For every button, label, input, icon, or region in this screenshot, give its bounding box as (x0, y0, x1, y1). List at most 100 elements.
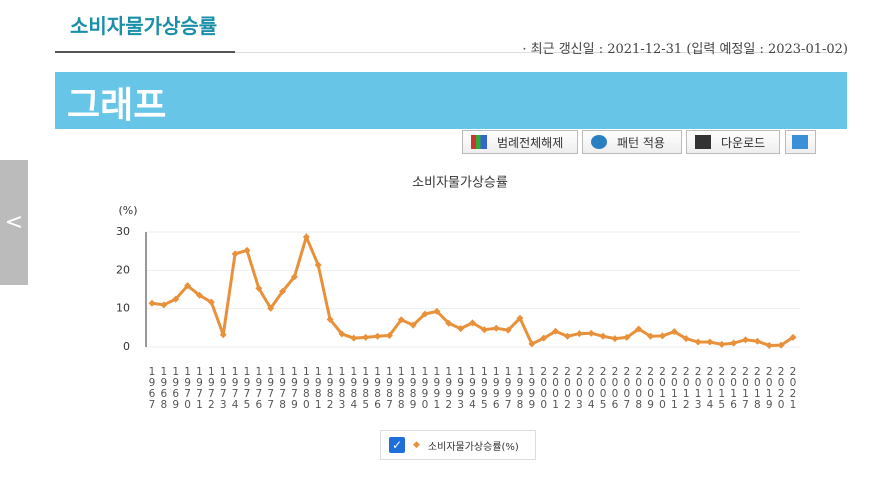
button-label: 범례전체해제 (497, 135, 564, 150)
x-tick-label: 2019 (763, 366, 775, 410)
data-point (611, 335, 619, 343)
x-tick-label: 2014 (704, 366, 716, 410)
data-point (184, 282, 192, 290)
x-tick-label: 2009 (645, 366, 657, 410)
x-tick-label: 2006 (609, 366, 621, 410)
button-label: 다운로드 (721, 135, 766, 150)
x-tick-label: 2002 (561, 366, 573, 410)
x-tick-label: 2018 (751, 366, 763, 410)
download-button[interactable]: 다운로드 (686, 130, 780, 154)
data-point (207, 298, 215, 306)
data-point (148, 299, 156, 307)
y-tick-label: 30 (116, 225, 130, 238)
x-tick-label: 2016 (728, 366, 740, 410)
data-point (160, 301, 168, 309)
x-tick-label: 1998 (514, 366, 526, 410)
data-point (374, 332, 382, 340)
data-point (706, 338, 714, 346)
x-tick-label: 1989 (407, 366, 419, 410)
x-tick-label: 1992 (443, 366, 455, 410)
data-point (469, 319, 476, 327)
data-point (290, 273, 298, 281)
data-point (658, 332, 666, 340)
data-point (267, 304, 275, 312)
data-point (409, 321, 417, 329)
x-tick-label: 1984 (348, 366, 360, 410)
x-tick-label: 1974 (229, 366, 241, 410)
x-tick-label: 1995 (478, 366, 490, 410)
data-point (682, 335, 690, 343)
x-tick-label: 2000 (538, 366, 550, 410)
x-tick-label: 1993 (455, 366, 467, 410)
data-point (231, 250, 239, 258)
banner-title: 그래프 (67, 85, 167, 126)
x-tick-label: 2011 (668, 366, 680, 410)
data-point (504, 326, 512, 334)
legend-label: 소비자물가상승률(%) (427, 441, 519, 453)
banner: 그래프 (55, 72, 847, 129)
data-point (243, 246, 251, 254)
fullscreen-button[interactable] (785, 130, 816, 154)
x-tick-label: 1971 (193, 366, 205, 410)
x-tick-label: 1969 (170, 366, 182, 410)
data-point (480, 326, 488, 334)
x-tick-label: 1990 (419, 366, 431, 410)
side-tab[interactable]: < (0, 160, 28, 285)
x-tick-label: 1982 (324, 366, 336, 410)
data-point (623, 333, 631, 341)
data-point (219, 331, 227, 339)
data-point (753, 337, 761, 345)
chart-title: 소비자물가상승률 (412, 176, 508, 191)
x-tick-label: 1999 (526, 366, 538, 410)
x-tick-label: 1970 (182, 366, 194, 410)
data-point (385, 332, 393, 339)
x-tick-label: 1978 (277, 366, 289, 410)
data-point (279, 287, 287, 295)
x-tick-label: 2003 (573, 366, 585, 410)
data-point (635, 325, 643, 333)
data-point (457, 325, 465, 333)
x-tick-label: 2007 (621, 366, 633, 410)
data-point (326, 315, 334, 323)
x-tick-label: 1994 (467, 366, 479, 410)
y-tick-label: 10 (116, 302, 130, 315)
data-point (587, 329, 595, 337)
x-tick-label: 2005 (597, 366, 609, 410)
data-point (302, 233, 310, 241)
x-tick-label: 1983 (336, 366, 348, 410)
data-point (338, 330, 346, 338)
data-point (516, 314, 524, 322)
y-tick-label: 0 (123, 340, 130, 353)
x-tick-label: 2020 (775, 366, 787, 410)
data-point (777, 341, 785, 349)
x-tick-label: 1991 (431, 366, 443, 410)
x-tick-label: 2008 (633, 366, 645, 410)
data-point (540, 334, 548, 342)
data-point (647, 332, 655, 340)
data-point (730, 339, 738, 347)
legend-checkbox[interactable]: ✓ (389, 437, 405, 453)
y-tick-label: 20 (116, 263, 130, 276)
legend: ✓ ◆ 소비자물가상승률(%) (380, 430, 536, 460)
x-tick-label: 2004 (585, 366, 597, 410)
x-tick-label: 1997 (502, 366, 514, 410)
button-label: 패턴 적용 (617, 135, 665, 150)
data-point (397, 316, 405, 324)
data-point (528, 340, 536, 348)
data-point (445, 319, 453, 327)
x-tick-label: 1972 (205, 366, 217, 410)
legend-toggle-button[interactable]: 범례전체해제 (462, 130, 578, 154)
x-tick-label: 1986 (372, 366, 384, 410)
data-point (765, 341, 773, 349)
data-point (350, 334, 358, 342)
x-tick-label: 2001 (550, 366, 562, 410)
x-tick-label: 1977 (265, 366, 277, 410)
data-point (433, 307, 441, 315)
data-point (421, 310, 429, 318)
pattern-button[interactable]: 패턴 적용 (582, 130, 682, 154)
legend-marker: ◆ (413, 440, 420, 450)
page-title: 소비자물가상승률 (70, 14, 218, 38)
x-tick-label: 1985 (360, 366, 372, 410)
